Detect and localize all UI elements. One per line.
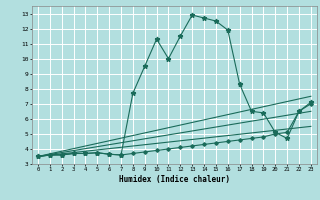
X-axis label: Humidex (Indice chaleur): Humidex (Indice chaleur)	[119, 175, 230, 184]
